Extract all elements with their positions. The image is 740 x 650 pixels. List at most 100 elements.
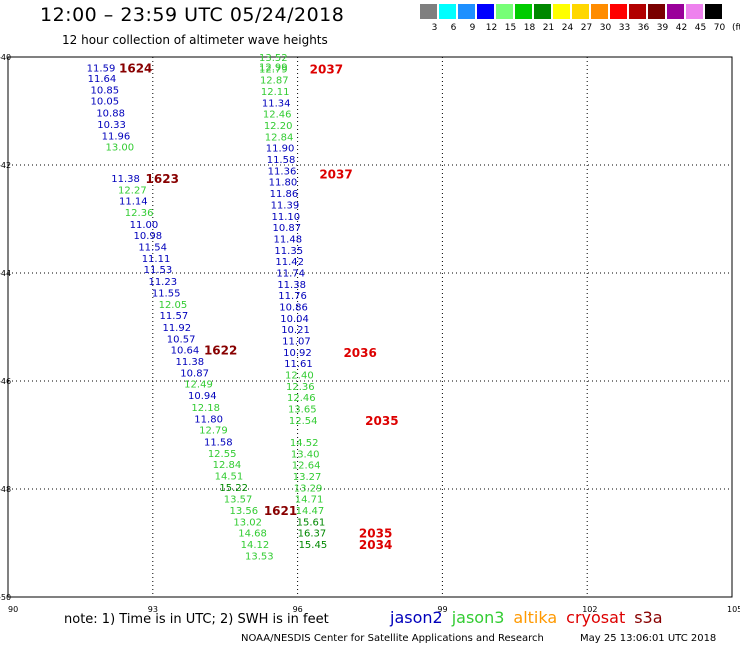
swh-value: 12.05 <box>159 300 188 311</box>
scale-label: 39 <box>656 23 669 33</box>
scale-swatch <box>439 4 456 19</box>
scale-label: 15 <box>504 23 517 33</box>
swh-value: 12.84 <box>213 460 242 471</box>
swh-value: 10.21 <box>281 325 310 336</box>
track-time-label: 1622 <box>204 344 237 358</box>
scale-swatch <box>667 4 684 19</box>
timestamp-text: May 25 13:06:01 UTC 2018 <box>580 633 717 644</box>
scale-label: 12 <box>485 23 498 33</box>
swh-value: 13.00 <box>105 143 134 154</box>
swh-value: 12.46 <box>263 110 292 121</box>
swh-value: 13.29 <box>294 483 323 494</box>
swh-value: 13.65 <box>288 405 317 416</box>
swh-value: 12.20 <box>264 121 293 132</box>
swh-value: 15.45 <box>299 540 328 551</box>
swh-value: 13.53 <box>245 551 274 562</box>
x-tick-label: 105 <box>727 605 740 614</box>
swh-value: 11.80 <box>269 178 298 189</box>
swh-value: 11.58 <box>267 155 296 166</box>
swh-value: 10.57 <box>167 334 196 345</box>
swh-value: 12.55 <box>208 449 237 460</box>
swh-value: 12.11 <box>261 87 290 98</box>
swh-value: 11.34 <box>262 98 291 109</box>
swh-value: 11.38 <box>111 174 140 185</box>
scale-swatch <box>686 4 703 19</box>
swh-value: 11.53 <box>144 265 173 276</box>
swh-value: 11.55 <box>152 288 181 299</box>
swh-value: 11.90 <box>266 144 295 155</box>
satellite-jason3: jason3 <box>451 608 505 627</box>
y-tick-label: -50 <box>0 593 11 602</box>
swh-value: 12.49 <box>184 380 213 391</box>
scale-label: 42 <box>675 23 688 33</box>
swh-value: 13.40 <box>291 449 320 460</box>
track-time-label: 2035 <box>359 527 392 541</box>
scale-swatch <box>420 4 437 19</box>
x-tick-label: 96 <box>293 605 303 614</box>
plot-frame <box>7 56 733 598</box>
swh-value: 12.40 <box>285 371 314 382</box>
swh-value: 11.80 <box>194 414 223 425</box>
scale-swatch <box>534 4 551 19</box>
swh-value: 10.92 <box>283 348 312 359</box>
satellite-legend: jason2 jason3 altika cryosat s3a <box>390 608 672 627</box>
swh-value: 11.00 <box>130 220 159 231</box>
swh-value: 11.57 <box>160 311 189 322</box>
swh-value: 11.38 <box>175 357 204 368</box>
swh-value: 11.36 <box>268 166 297 177</box>
track-time-label: 1624 <box>119 61 152 75</box>
chart-subtitle: 12 hour collection of altimeter wave hei… <box>62 33 328 47</box>
scale-swatch <box>572 4 589 19</box>
track-time-label: 1623 <box>146 172 179 186</box>
swh-value: 14.47 <box>296 506 325 517</box>
scale-swatch <box>553 4 570 19</box>
x-tick-label: 102 <box>582 605 597 614</box>
swh-value: 12.18 <box>191 403 220 414</box>
swh-value: 11.07 <box>282 337 311 348</box>
swh-value: 14.12 <box>241 540 270 551</box>
x-tick-label: 93 <box>148 605 158 614</box>
scale-label: 36 <box>637 23 650 33</box>
swh-value: 10.33 <box>97 120 126 131</box>
swh-value: 14.68 <box>238 529 267 540</box>
swh-value: 11.64 <box>88 74 117 85</box>
scale-label: 24 <box>561 23 574 33</box>
scale-label: 18 <box>523 23 536 33</box>
swh-value: 12.36 <box>125 208 154 219</box>
track-time-label: 2036 <box>343 346 376 360</box>
swh-value: 10.98 <box>133 231 162 242</box>
scale-swatch <box>629 4 646 19</box>
scale-swatch <box>705 4 722 19</box>
track-time-label: 1621 <box>264 504 297 518</box>
y-tick-label: -46 <box>0 377 11 386</box>
x-tick-label: 99 <box>437 605 447 614</box>
footer-note: note: 1) Time is in UTC; 2) SWH is in fe… <box>64 612 329 627</box>
scale-unit: (ft) <box>732 23 740 33</box>
track-time-label: 2034 <box>359 538 392 552</box>
scale-swatch <box>648 4 665 19</box>
swh-value: 13.57 <box>224 495 253 506</box>
swh-value: 11.74 <box>276 268 305 279</box>
swh-value: 11.11 <box>142 254 171 265</box>
scale-label: 30 <box>599 23 612 33</box>
scale-label: 27 <box>580 23 593 33</box>
satellite-jason2: jason2 <box>390 608 443 627</box>
satellite-cryosat: cryosat <box>566 608 626 627</box>
scale-label: 9 <box>469 23 476 33</box>
scale-label: 45 <box>694 23 707 33</box>
swh-value: 12.79 <box>199 426 228 437</box>
swh-value: 10.04 <box>280 314 309 325</box>
y-tick-label: -42 <box>0 161 11 170</box>
swh-value: 11.59 <box>87 63 116 74</box>
swh-value: 11.76 <box>278 291 307 302</box>
scale-swatch <box>515 4 532 19</box>
scale-label: 21 <box>542 23 555 33</box>
scale-label: 33 <box>618 23 631 33</box>
swh-value: 10.86 <box>279 302 308 313</box>
swh-value: 12.84 <box>265 132 294 143</box>
swh-value: 10.87 <box>273 223 302 234</box>
swh-value: 11.35 <box>274 246 303 257</box>
scale-swatch <box>610 4 627 19</box>
swh-value: 11.38 <box>277 280 306 291</box>
credit-text: NOAA/NESDIS Center for Satellite Applica… <box>241 633 544 644</box>
